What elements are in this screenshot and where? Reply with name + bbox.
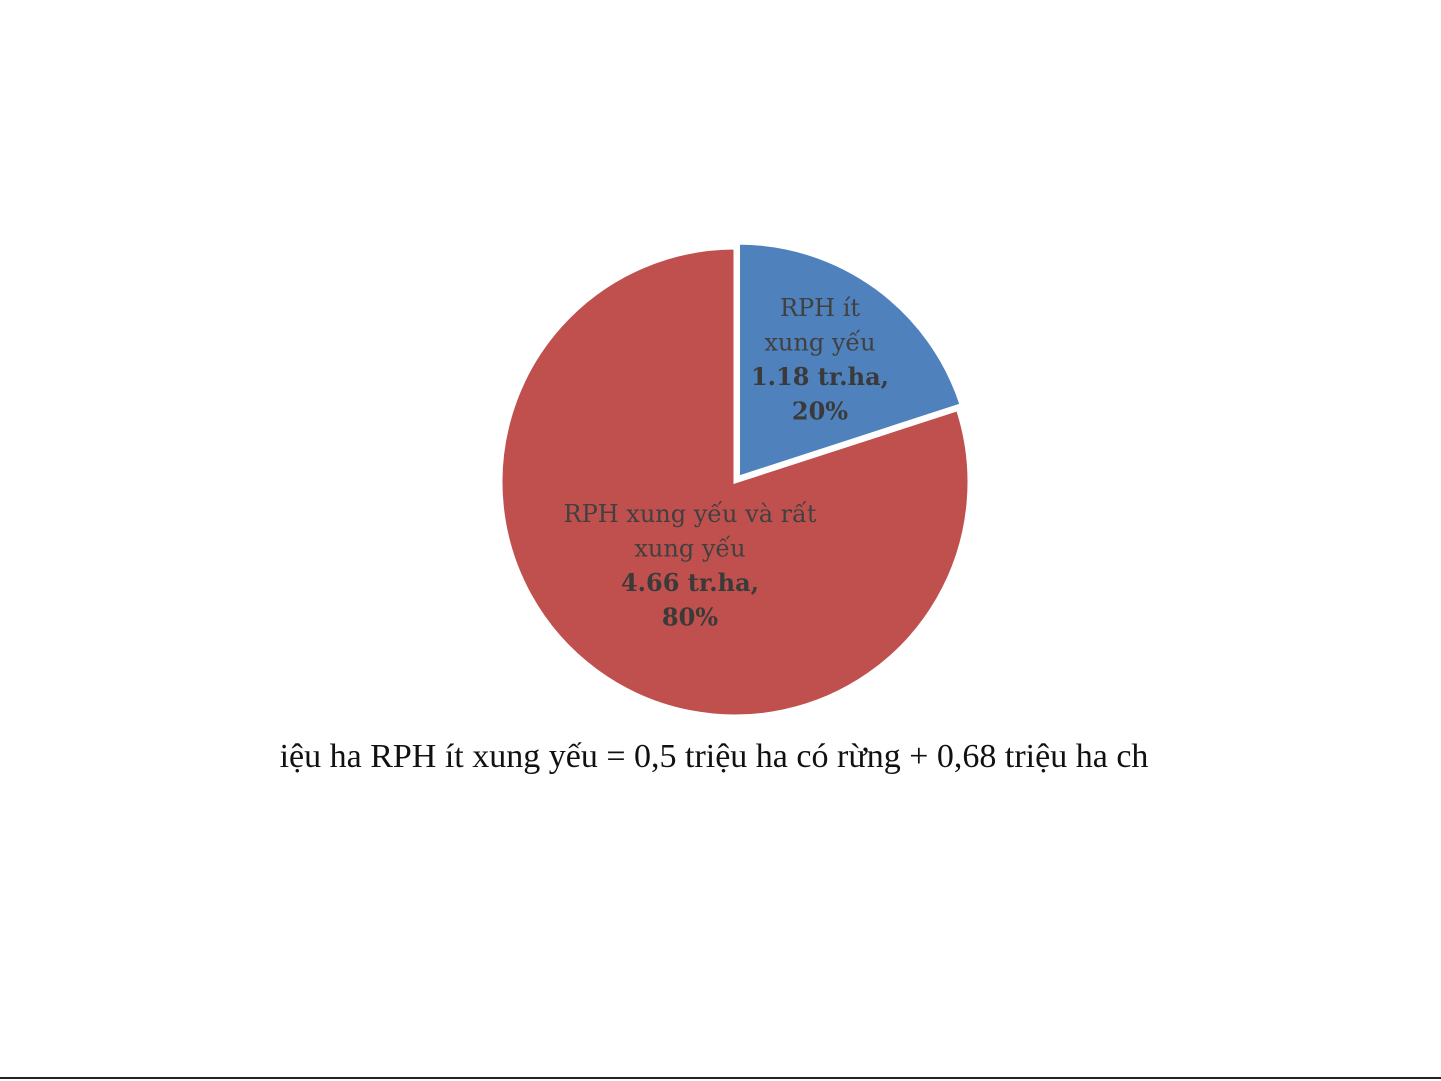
caption-text: iệu ha RPH ít xung yếu = 0,5 triệu ha có… <box>279 738 1149 775</box>
slice-1-label-line-2: 4.66 tr.ha, <box>621 568 759 597</box>
slice-0-label-line-1: xung yếu <box>764 329 875 357</box>
slice-1-label-line-3: 80% <box>662 603 718 632</box>
slice-1-label-line-1: xung yếu <box>634 535 745 563</box>
bottom-rule <box>0 1077 1441 1079</box>
pie-slice-0 <box>737 241 963 480</box>
slice-1-label-line-0: RPH xung yếu và rất <box>564 500 817 528</box>
slice-0-label-line-2: 1.18 tr.ha, <box>751 362 889 391</box>
slice-0-label-line-0: RPH ít <box>780 294 860 322</box>
slice-0-label-line-3: 20% <box>792 397 848 426</box>
pie-slice-1 <box>499 246 971 718</box>
